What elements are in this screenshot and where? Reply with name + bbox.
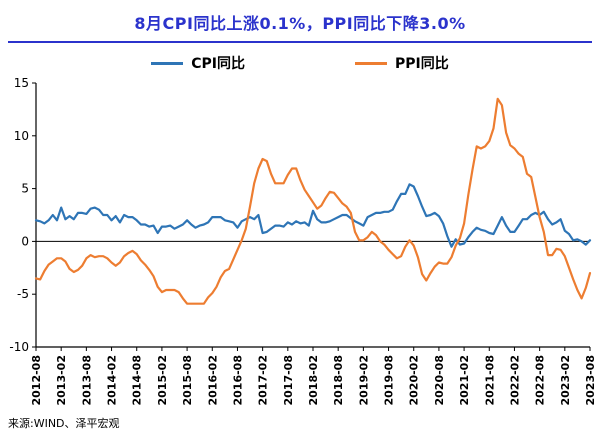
svg-text:2013-08: 2013-08 [80, 355, 93, 406]
svg-text:2018-02: 2018-02 [307, 355, 320, 406]
svg-text:2021-08: 2021-08 [483, 355, 496, 406]
source-note: 来源:WIND、泽平宏观 [8, 417, 120, 430]
svg-text:2020-08: 2020-08 [433, 355, 446, 406]
svg-text:2017-02: 2017-02 [257, 355, 270, 406]
svg-text:2014-02: 2014-02 [106, 355, 119, 406]
svg-text:-10: -10 [9, 340, 29, 354]
svg-text:2016-02: 2016-02 [206, 355, 219, 406]
title-divider [8, 41, 592, 43]
svg-text:0: 0 [21, 234, 29, 248]
svg-text:2021-02: 2021-02 [458, 355, 471, 406]
svg-text:2017-08: 2017-08 [282, 355, 295, 406]
svg-text:2019-08: 2019-08 [383, 355, 396, 406]
svg-text:-5: -5 [17, 287, 29, 301]
legend-item-ppi: PPI同比 [355, 53, 449, 73]
legend-label-ppi: PPI同比 [395, 56, 449, 72]
svg-text:2023-02: 2023-02 [559, 355, 572, 406]
cpi-line-swatch-icon [151, 61, 184, 65]
svg-text:2020-02: 2020-02 [408, 355, 421, 406]
svg-text:2015-08: 2015-08 [181, 355, 194, 406]
svg-text:15: 15 [14, 76, 29, 90]
page-title: 8月CPI同比上涨0.1%，PPI同比下降3.0% [134, 14, 466, 33]
legend-item-cpi: CPI同比 [151, 53, 245, 73]
svg-text:2014-08: 2014-08 [131, 355, 144, 406]
svg-text:10: 10 [14, 129, 29, 143]
svg-text:2012-08: 2012-08 [30, 355, 43, 406]
svg-text:2018-08: 2018-08 [332, 355, 345, 406]
svg-text:2019-02: 2019-02 [357, 355, 370, 406]
svg-text:2015-02: 2015-02 [156, 355, 169, 406]
svg-text:2022-08: 2022-08 [534, 355, 547, 406]
svg-text:2022-02: 2022-02 [508, 355, 521, 406]
svg-text:2023-08: 2023-08 [584, 355, 597, 406]
ppi-line-swatch-icon [355, 61, 387, 65]
svg-text:2013-02: 2013-02 [55, 355, 68, 406]
legend-label-cpi: CPI同比 [191, 56, 245, 72]
svg-text:5: 5 [21, 182, 29, 196]
legend: CPI同比 PPI同比 [0, 53, 600, 73]
svg-text:2016-08: 2016-08 [231, 355, 244, 406]
